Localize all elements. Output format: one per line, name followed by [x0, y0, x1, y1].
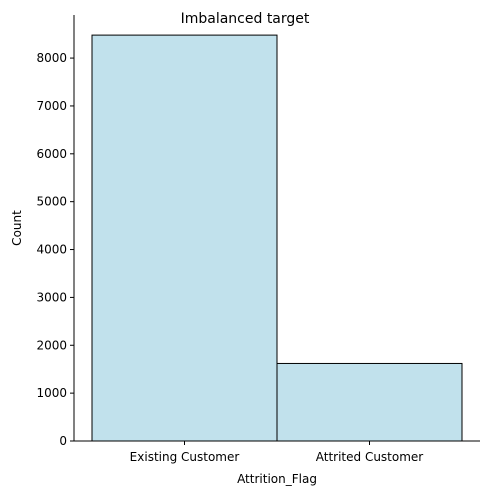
y-axis-label: Count: [10, 210, 24, 246]
y-ticks-group: 0 1000 2000 3000 4000 5000 6000 7000 8000: [36, 51, 74, 448]
bar-existing-customer: [91, 34, 278, 442]
y-tick-label: 6000: [36, 147, 67, 161]
chart-title: Imbalanced target: [181, 11, 310, 27]
y-tick-label: 1000: [36, 386, 67, 400]
x-tick-label: Attrited Customer: [316, 450, 424, 464]
x-axis-label: Attrition_Flag: [237, 472, 317, 486]
y-tick-label: 8000: [36, 51, 67, 65]
y-tick-label: 5000: [36, 195, 67, 209]
y-tick-label: 2000: [36, 338, 67, 352]
bar-attrited-customer: [276, 362, 463, 442]
bars-group: [91, 34, 463, 442]
y-tick-label: 0: [59, 434, 67, 448]
x-ticks-group: Existing Customer Attrited Customer: [130, 441, 424, 464]
y-tick-label: 3000: [36, 290, 67, 304]
y-tick-label: 4000: [36, 243, 67, 257]
x-tick-label: Existing Customer: [130, 450, 240, 464]
y-tick-label: 7000: [36, 99, 67, 113]
